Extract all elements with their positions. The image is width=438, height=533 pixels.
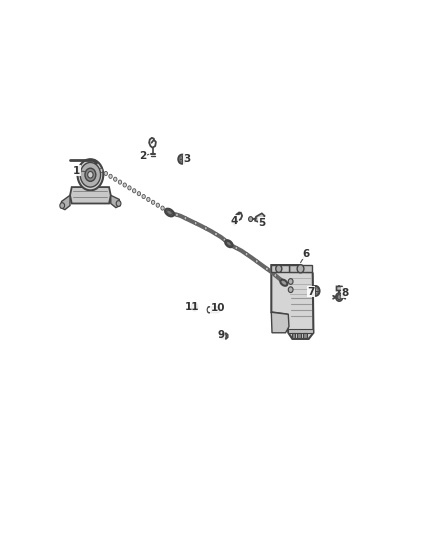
Circle shape xyxy=(288,279,293,284)
Circle shape xyxy=(80,163,101,187)
Circle shape xyxy=(178,155,186,164)
Circle shape xyxy=(223,334,226,338)
Polygon shape xyxy=(255,213,265,222)
Circle shape xyxy=(78,159,103,190)
Circle shape xyxy=(191,303,198,311)
Polygon shape xyxy=(288,329,313,333)
Text: 3: 3 xyxy=(184,154,191,164)
Text: 7: 7 xyxy=(307,287,315,297)
Circle shape xyxy=(265,267,268,270)
Text: 2: 2 xyxy=(139,151,147,161)
Polygon shape xyxy=(271,265,289,272)
Ellipse shape xyxy=(166,210,172,215)
Circle shape xyxy=(274,273,277,277)
Circle shape xyxy=(233,222,236,225)
Polygon shape xyxy=(271,265,314,339)
Circle shape xyxy=(176,213,178,216)
Circle shape xyxy=(205,227,207,230)
Circle shape xyxy=(88,172,93,178)
Circle shape xyxy=(104,172,107,175)
Circle shape xyxy=(147,197,150,201)
Circle shape xyxy=(142,195,145,199)
Circle shape xyxy=(123,183,127,187)
Polygon shape xyxy=(271,312,289,333)
Polygon shape xyxy=(289,265,312,272)
Circle shape xyxy=(113,177,117,181)
Circle shape xyxy=(85,168,96,181)
Circle shape xyxy=(109,174,112,179)
Text: 6: 6 xyxy=(302,248,310,259)
Polygon shape xyxy=(336,286,343,290)
Circle shape xyxy=(207,307,212,313)
Circle shape xyxy=(194,222,197,225)
Circle shape xyxy=(166,209,169,213)
Ellipse shape xyxy=(165,209,174,216)
Circle shape xyxy=(116,200,121,206)
Circle shape xyxy=(336,293,343,301)
Polygon shape xyxy=(292,333,295,338)
Circle shape xyxy=(161,206,164,210)
Circle shape xyxy=(152,200,155,204)
Circle shape xyxy=(132,189,136,193)
Text: 10: 10 xyxy=(210,303,225,313)
Polygon shape xyxy=(221,333,228,339)
Text: 8: 8 xyxy=(341,288,349,297)
Polygon shape xyxy=(297,333,301,338)
Text: 1: 1 xyxy=(73,166,81,176)
Circle shape xyxy=(288,287,293,293)
Circle shape xyxy=(215,232,217,236)
Circle shape xyxy=(255,260,258,263)
Polygon shape xyxy=(303,333,307,338)
Polygon shape xyxy=(60,195,70,209)
Circle shape xyxy=(118,180,122,184)
Text: 11: 11 xyxy=(185,302,199,312)
Circle shape xyxy=(180,156,184,162)
Circle shape xyxy=(337,295,341,300)
Circle shape xyxy=(235,246,238,249)
Circle shape xyxy=(297,265,304,273)
Text: 9: 9 xyxy=(218,330,225,340)
Circle shape xyxy=(193,305,196,309)
Circle shape xyxy=(223,238,226,241)
Circle shape xyxy=(60,203,64,208)
Circle shape xyxy=(276,265,282,272)
Ellipse shape xyxy=(226,241,231,246)
Polygon shape xyxy=(208,307,220,313)
Circle shape xyxy=(311,286,320,296)
Circle shape xyxy=(156,203,159,207)
Circle shape xyxy=(249,216,253,222)
Circle shape xyxy=(313,288,318,294)
Text: 4: 4 xyxy=(231,216,238,226)
Circle shape xyxy=(137,191,141,196)
Ellipse shape xyxy=(225,240,233,247)
Polygon shape xyxy=(70,187,111,204)
Ellipse shape xyxy=(280,280,287,286)
Circle shape xyxy=(128,186,131,190)
Circle shape xyxy=(245,253,248,256)
Polygon shape xyxy=(111,195,120,207)
Text: 5: 5 xyxy=(258,218,265,228)
Circle shape xyxy=(279,278,282,281)
Circle shape xyxy=(99,168,103,173)
Circle shape xyxy=(184,216,187,220)
